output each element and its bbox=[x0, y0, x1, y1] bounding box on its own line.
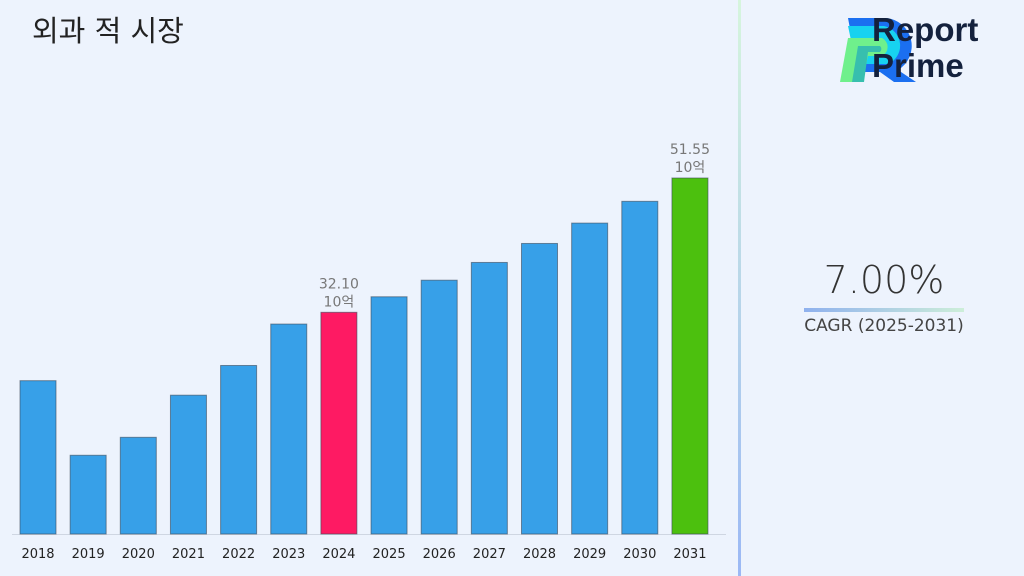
bar-2023 bbox=[270, 323, 308, 535]
cagr-underline bbox=[804, 308, 964, 312]
data-label: 10억 bbox=[324, 294, 355, 310]
x-tick-label: 2024 bbox=[322, 547, 355, 562]
bar-2030 bbox=[621, 200, 659, 535]
bar-2018 bbox=[19, 380, 57, 535]
bar-2024 bbox=[320, 311, 358, 535]
x-tick-label: 2021 bbox=[172, 547, 205, 562]
bar-2028 bbox=[521, 242, 558, 535]
cagr-value: 7.00% bbox=[823, 258, 945, 302]
bar-2027 bbox=[470, 261, 508, 535]
x-tick-label: 2028 bbox=[523, 547, 556, 562]
x-tick-label: 2029 bbox=[573, 547, 606, 562]
bar-2025 bbox=[370, 296, 408, 535]
x-tick-label: 2025 bbox=[373, 547, 406, 562]
brand-name: Report Prime bbox=[872, 12, 978, 84]
bar-2021 bbox=[169, 394, 207, 535]
bar-2022 bbox=[220, 364, 258, 535]
x-tick-label: 2018 bbox=[21, 547, 54, 562]
x-tick-label: 2031 bbox=[673, 547, 706, 562]
bar-2026 bbox=[420, 279, 458, 535]
bar-2031 bbox=[671, 177, 709, 535]
x-tick-label: 2027 bbox=[473, 547, 506, 562]
x-tick-label: 2023 bbox=[272, 547, 305, 562]
divider bbox=[738, 0, 741, 576]
bar-2029 bbox=[571, 222, 609, 535]
x-tick-label: 2022 bbox=[222, 547, 255, 562]
brand-line1: Report bbox=[872, 11, 979, 48]
data-label: 51.55 bbox=[670, 142, 710, 158]
x-tick-label: 2026 bbox=[423, 547, 456, 562]
x-tick-label: 2030 bbox=[623, 547, 656, 562]
data-label: 10억 bbox=[675, 160, 706, 176]
chart-title: 외과 적 시장 bbox=[32, 14, 184, 48]
x-tick-label: 2020 bbox=[122, 547, 155, 562]
brand-line2: Prime bbox=[872, 47, 964, 84]
cagr-label: CAGR (2025-2031) bbox=[804, 316, 964, 336]
bar-chart: 2018 2019 2020 2021 2022 2023 2024 32.10 10억 2025… bbox=[12, 142, 726, 562]
data-label: 32.10 bbox=[319, 276, 359, 292]
bar-2020 bbox=[119, 436, 157, 535]
bar-2019 bbox=[69, 454, 107, 535]
x-tick-label: 2019 bbox=[72, 547, 105, 562]
report-prime-logo-icon bbox=[840, 18, 916, 82]
